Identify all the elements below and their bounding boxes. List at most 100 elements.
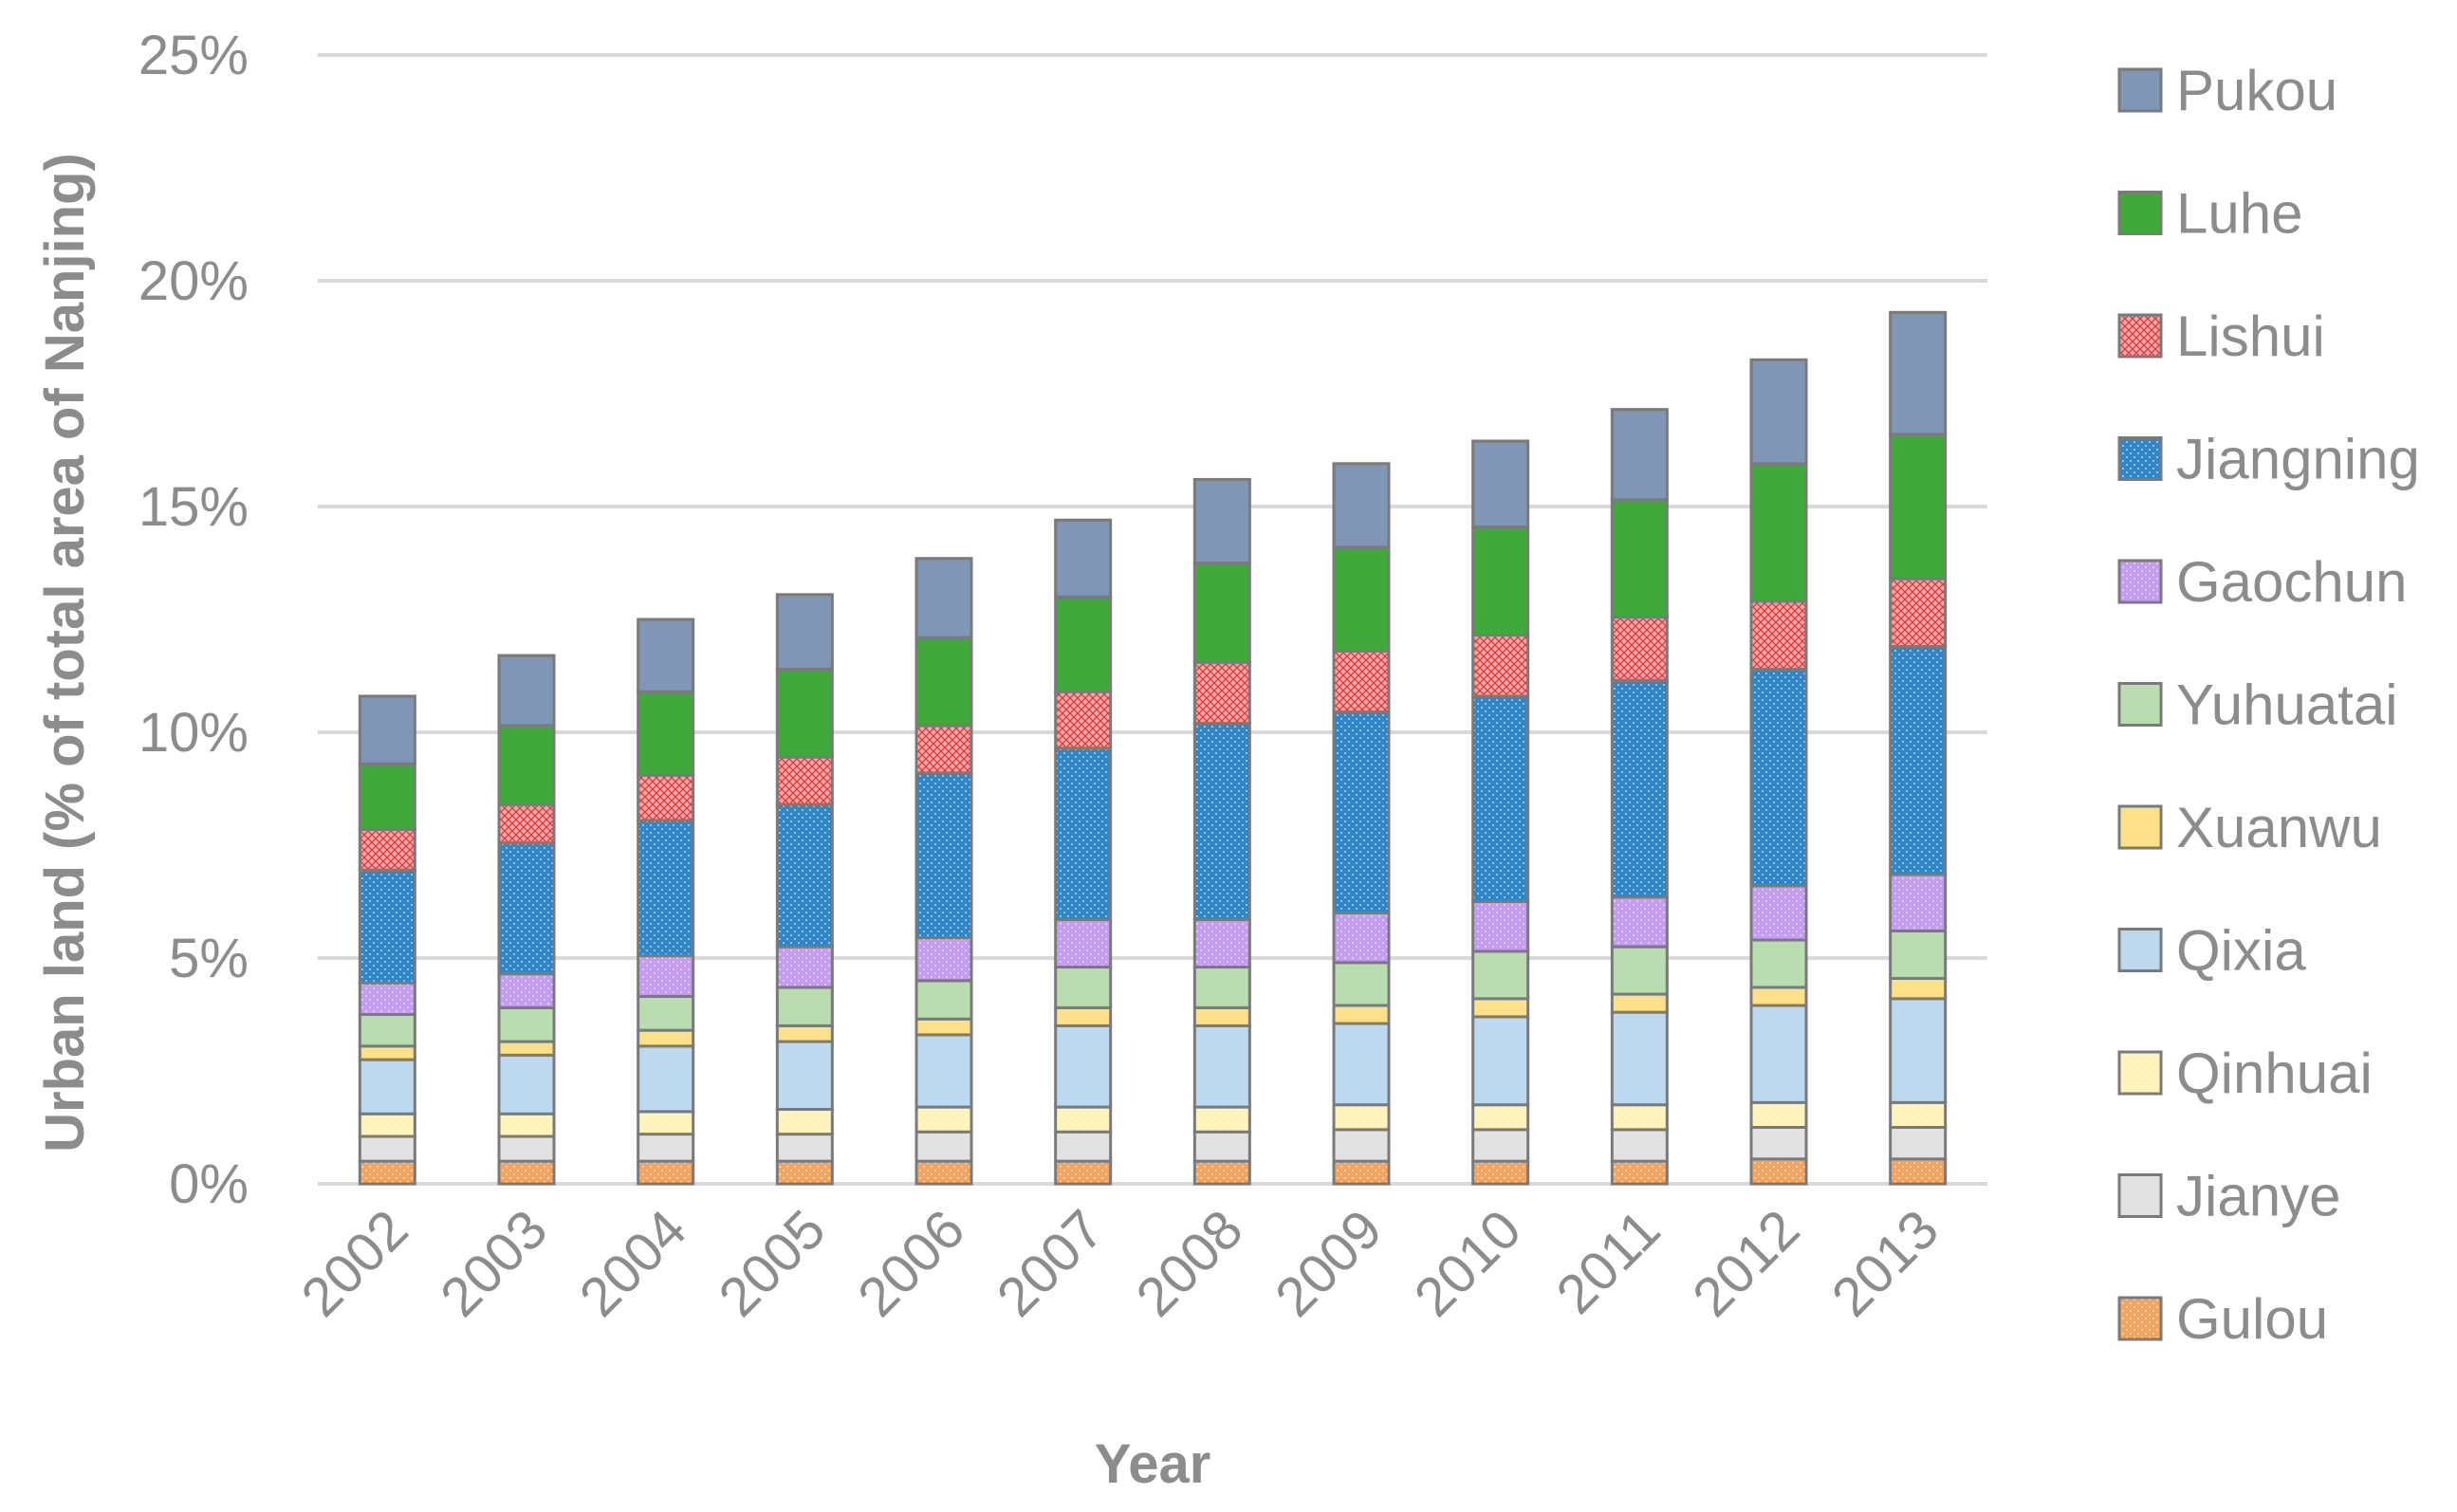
bar-segment-jiangning — [1332, 710, 1391, 914]
legend-item-yuhuatai: Yuhuatai — [2117, 673, 2398, 737]
y-tick-label: 5% — [169, 928, 249, 989]
y-tick-labels: 0% 5% 10% 15% 20% 25% — [139, 25, 249, 1215]
bar-segment-xuanwu — [1054, 1005, 1113, 1027]
y-tick-label: 10% — [139, 702, 249, 764]
bar-segment-yuhuatai — [358, 1013, 416, 1048]
bar-segment-xuanwu — [1471, 997, 1530, 1019]
bar-segment-gulou — [1054, 1159, 1113, 1186]
legend-swatch — [2117, 1050, 2163, 1096]
bar-segment-luhe — [497, 724, 556, 806]
bar-segment-gaochun — [497, 972, 556, 1009]
bar-segment-gaochun — [1054, 918, 1113, 969]
bar-segment-xuanwu — [497, 1040, 556, 1057]
bar-segment-gulou — [637, 1159, 695, 1186]
bar-segment-jianye — [358, 1134, 416, 1163]
bar-segment-qixia — [358, 1058, 416, 1116]
bar-segment-yuhuatai — [775, 986, 834, 1027]
bar-segment-qinhuai — [1192, 1105, 1251, 1134]
bar-segment-jianye — [1610, 1128, 1669, 1163]
bar-segment-pukou — [1749, 358, 1808, 466]
x-axis-title: Year — [1095, 1433, 1211, 1495]
bar-segment-gulou — [914, 1159, 973, 1186]
legend-label: Gaochun — [2176, 550, 2408, 614]
x-tick-label: 2002 — [289, 1198, 419, 1328]
bar-segment-xuanwu — [1749, 986, 1808, 1007]
bar-segment-pukou — [1610, 408, 1669, 502]
legend-label: Gulou — [2176, 1287, 2328, 1351]
x-tick-label: 2004 — [568, 1198, 698, 1328]
x-tick-labels: 2002 2003 2004 2005 2006 2007 2008 2009 2010 2011… — [289, 1198, 1950, 1328]
legend-label: Lishui — [2176, 304, 2325, 368]
bar-segment-pukou — [775, 593, 834, 671]
bar-stack-2009 — [1332, 462, 1391, 1186]
bar-segment-yuhuatai — [637, 994, 695, 1032]
legend-item-qinhuai: Qinhuai — [2117, 1042, 2373, 1105]
bar-segment-xuanwu — [637, 1028, 695, 1048]
bar-segment-lishui — [1054, 690, 1113, 750]
bar-segment-qixia — [1054, 1023, 1113, 1109]
bar-segment-luhe — [914, 636, 973, 728]
bar-segment-lishui — [775, 755, 834, 806]
bar-stack-2007 — [1054, 518, 1113, 1186]
legend-swatch — [2117, 682, 2163, 727]
bar-segment-pukou — [1889, 310, 1948, 436]
bar-segment-gulou — [497, 1159, 556, 1186]
bar-segment-qixia — [1610, 1010, 1669, 1107]
bar-segment-yuhuatai — [1332, 961, 1391, 1007]
legend-swatch — [2117, 436, 2163, 481]
legend-label: Xuanwu — [2176, 796, 2382, 859]
legend-item-luhe: Luhe — [2117, 182, 2302, 246]
bar-segment-lishui — [637, 773, 695, 822]
bar-segment-jiangning — [637, 819, 695, 958]
bar-segment-jiangning — [1749, 667, 1808, 888]
legend-label: Luhe — [2176, 182, 2302, 246]
x-tick-label: 2011 — [1544, 1198, 1672, 1325]
bar-segment-jianye — [1332, 1128, 1391, 1163]
bar-segment-qixia — [1889, 997, 1948, 1104]
x-tick-label: 2013 — [1820, 1198, 1950, 1328]
legend-item-pukou: Pukou — [2117, 59, 2337, 122]
bar-segment-luhe — [358, 762, 416, 831]
bar-segment-lishui — [1471, 634, 1530, 698]
bar-segment-xuanwu — [1192, 1005, 1251, 1027]
bar-segment-yuhuatai — [914, 979, 973, 1021]
gridlines — [318, 53, 1987, 1186]
bar-segment-jianye — [1889, 1126, 1948, 1161]
bar-stack-2010 — [1471, 439, 1530, 1186]
bar-segment-luhe — [775, 667, 834, 759]
legend-label: Jianye — [2176, 1165, 2340, 1228]
bar-segment-qixia — [1192, 1023, 1251, 1109]
bar-segment-gulou — [775, 1159, 834, 1186]
legend-item-xuanwu: Xuanwu — [2117, 796, 2382, 859]
bar-segment-qixia — [775, 1040, 834, 1111]
bar-segment-gulou — [1749, 1157, 1808, 1186]
bar-segment-jiangning — [775, 802, 834, 949]
x-tick-label: 2009 — [1264, 1198, 1394, 1328]
legend-label: Qinhuai — [2176, 1042, 2373, 1105]
bar-segment-qixia — [914, 1033, 973, 1109]
bar-segment-luhe — [1889, 433, 1948, 581]
bar-segment-qinhuai — [914, 1105, 973, 1134]
bar-segment-jianye — [775, 1133, 834, 1163]
bar-segment-qinhuai — [637, 1110, 695, 1136]
legend-swatch — [2117, 67, 2163, 113]
legend-label: Yuhuatai — [2176, 673, 2398, 737]
bar-segment-jiangning — [497, 841, 556, 976]
bar-segment-jiangning — [914, 771, 973, 940]
bar-segment-xuanwu — [1332, 1004, 1391, 1025]
legend-label: Jiangning — [2176, 428, 2420, 491]
bars — [358, 310, 1948, 1186]
bar-segment-qixia — [1471, 1015, 1530, 1107]
x-tick-label: 2003 — [429, 1198, 559, 1328]
bar-segment-jianye — [1749, 1126, 1808, 1161]
bar-segment-xuanwu — [775, 1023, 834, 1043]
bar-segment-qinhuai — [1889, 1100, 1948, 1129]
bar-segment-gaochun — [1192, 918, 1251, 969]
bar-segment-jianye — [1192, 1130, 1251, 1163]
bar-segment-yuhuatai — [497, 1005, 556, 1043]
bar-segment-gaochun — [1332, 911, 1391, 965]
bar-segment-xuanwu — [1610, 992, 1669, 1014]
bar-segment-yuhuatai — [1749, 938, 1808, 989]
bar-segment-luhe — [1054, 595, 1113, 693]
